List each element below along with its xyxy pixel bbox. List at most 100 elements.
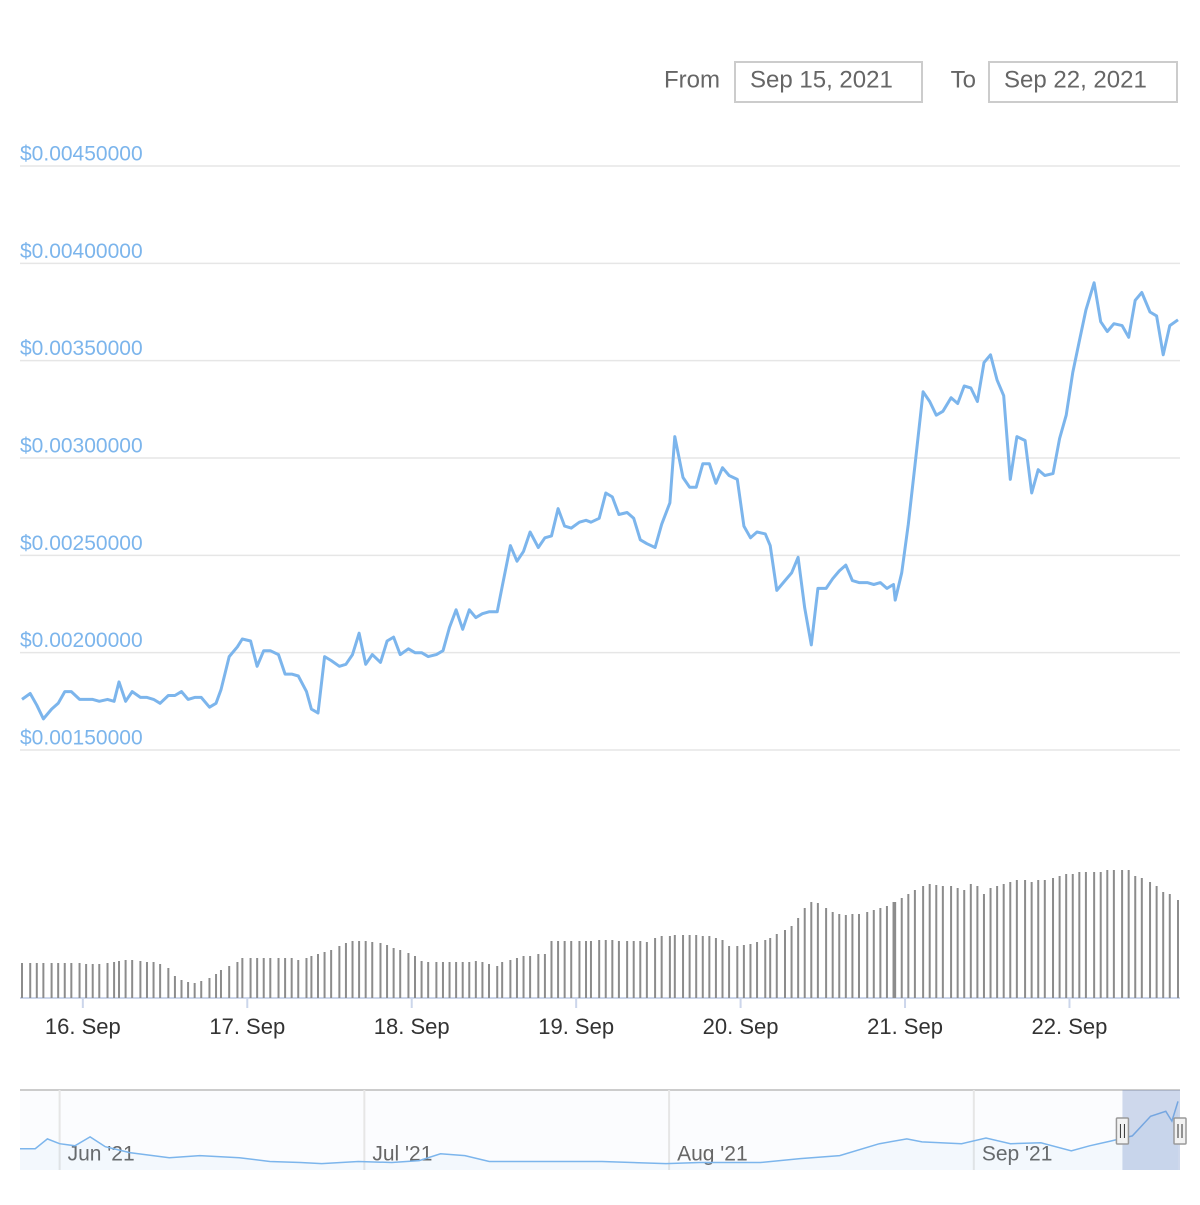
volume-bar: [598, 940, 601, 998]
volume-bar: [152, 962, 155, 998]
y-tick-label: $0.00350000: [20, 337, 143, 360]
to-input[interactable]: [988, 61, 1178, 103]
volume-bar: [379, 943, 382, 998]
volume-bar: [1024, 880, 1027, 998]
volume-bar: [701, 936, 704, 998]
volume-bar: [1162, 892, 1165, 998]
volume-bar: [509, 960, 512, 998]
volume-bar: [427, 962, 430, 998]
volume-bar: [797, 918, 800, 998]
x-tick-label: 16. Sep: [45, 1014, 121, 1039]
volume-bar: [996, 886, 999, 998]
volume-bar: [611, 940, 614, 998]
volume-bar: [330, 950, 333, 998]
volume-bar: [113, 962, 116, 998]
volume-bar: [585, 941, 588, 998]
volume-bar: [976, 886, 979, 998]
navigator-handle[interactable]: [1173, 1117, 1187, 1145]
volume-bar: [1106, 870, 1109, 998]
volume-bar: [241, 958, 244, 998]
volume-bar: [461, 962, 464, 998]
x-tick-label: 20. Sep: [703, 1014, 779, 1039]
volume-bar: [989, 888, 992, 998]
volume-bar: [570, 941, 573, 998]
volume-bar: [769, 938, 772, 998]
volume-bar: [399, 950, 402, 998]
volume-bar: [851, 914, 854, 998]
volume-bar: [714, 938, 717, 998]
volume-bar: [885, 906, 888, 998]
volume-bar: [297, 960, 300, 998]
volume-bar: [290, 958, 293, 998]
volume-bar: [790, 926, 793, 998]
volume-bar: [963, 890, 966, 998]
volume-bar: [85, 964, 88, 998]
navigator-line: [20, 1101, 1179, 1165]
volume-bar: [78, 963, 81, 998]
volume-bar: [816, 903, 819, 998]
volume-bar: [728, 946, 731, 998]
volume-bar: [106, 963, 109, 998]
volume-bar: [721, 940, 724, 998]
volume-bar: [435, 962, 438, 998]
volume-bar: [481, 962, 484, 998]
volume-bar: [515, 958, 518, 998]
volume-bar: [1071, 874, 1074, 998]
volume-bar: [474, 961, 477, 998]
volume-bar: [392, 948, 395, 998]
volume-bar: [358, 941, 361, 998]
volume-bar: [173, 976, 176, 998]
volume-bar: [407, 953, 410, 998]
volume-bar: [364, 941, 367, 998]
volume-bar: [344, 943, 347, 998]
volume-bar: [688, 935, 691, 998]
volume-bar: [543, 954, 546, 998]
volume-bar: [736, 946, 739, 998]
volume-bar: [764, 940, 767, 998]
volume-bar: [193, 983, 196, 998]
navigator-tick-label: Jul '21: [372, 1143, 432, 1166]
navigator-area: [20, 1101, 1178, 1170]
from-input[interactable]: [734, 61, 923, 103]
volume-bar: [200, 981, 203, 998]
y-tick-label: $0.00450000: [20, 143, 143, 166]
volume-bar: [825, 908, 828, 998]
navigator-tick-label: Aug '21: [677, 1143, 748, 1166]
volume-bar: [1149, 882, 1152, 998]
volume-bar: [589, 941, 592, 998]
x-tick-label: 21. Sep: [867, 1014, 943, 1039]
volume-bar: [1168, 894, 1171, 998]
x-tick-label: 18. Sep: [374, 1014, 450, 1039]
y-tick-label: $0.00400000: [20, 240, 143, 263]
volume-bar: [907, 894, 910, 998]
volume-bar: [501, 962, 504, 998]
volume-bar: [1002, 884, 1005, 998]
from-date[interactable]: Sep 15, 2021: [750, 66, 893, 93]
volume-bar: [63, 963, 66, 998]
volume-bar: [1052, 878, 1055, 998]
volume-bar: [783, 930, 786, 998]
volume-bar: [208, 978, 211, 998]
volume-bar: [187, 982, 190, 998]
volume-bar: [660, 936, 663, 998]
volume-bar: [645, 942, 648, 998]
volume-bar: [844, 915, 847, 998]
volume-bar: [1112, 870, 1115, 998]
volume-bar: [982, 894, 985, 998]
volume-bar: [91, 964, 94, 998]
volume-bar: [284, 958, 287, 998]
volume-bar: [262, 958, 265, 998]
x-tick-label: 17. Sep: [209, 1014, 285, 1039]
volume-bar: [371, 942, 374, 998]
volume-bar: [749, 944, 752, 998]
volume-bar: [1030, 882, 1033, 998]
to-date[interactable]: Sep 22, 2021: [1004, 66, 1147, 93]
volume-bar: [708, 936, 711, 998]
volume-bar: [578, 941, 581, 998]
volume-bar: [935, 885, 938, 998]
volume-bar: [668, 936, 671, 998]
volume-bar: [496, 966, 499, 998]
navigator-handle[interactable]: [1115, 1117, 1130, 1145]
volume-bar: [98, 964, 101, 998]
